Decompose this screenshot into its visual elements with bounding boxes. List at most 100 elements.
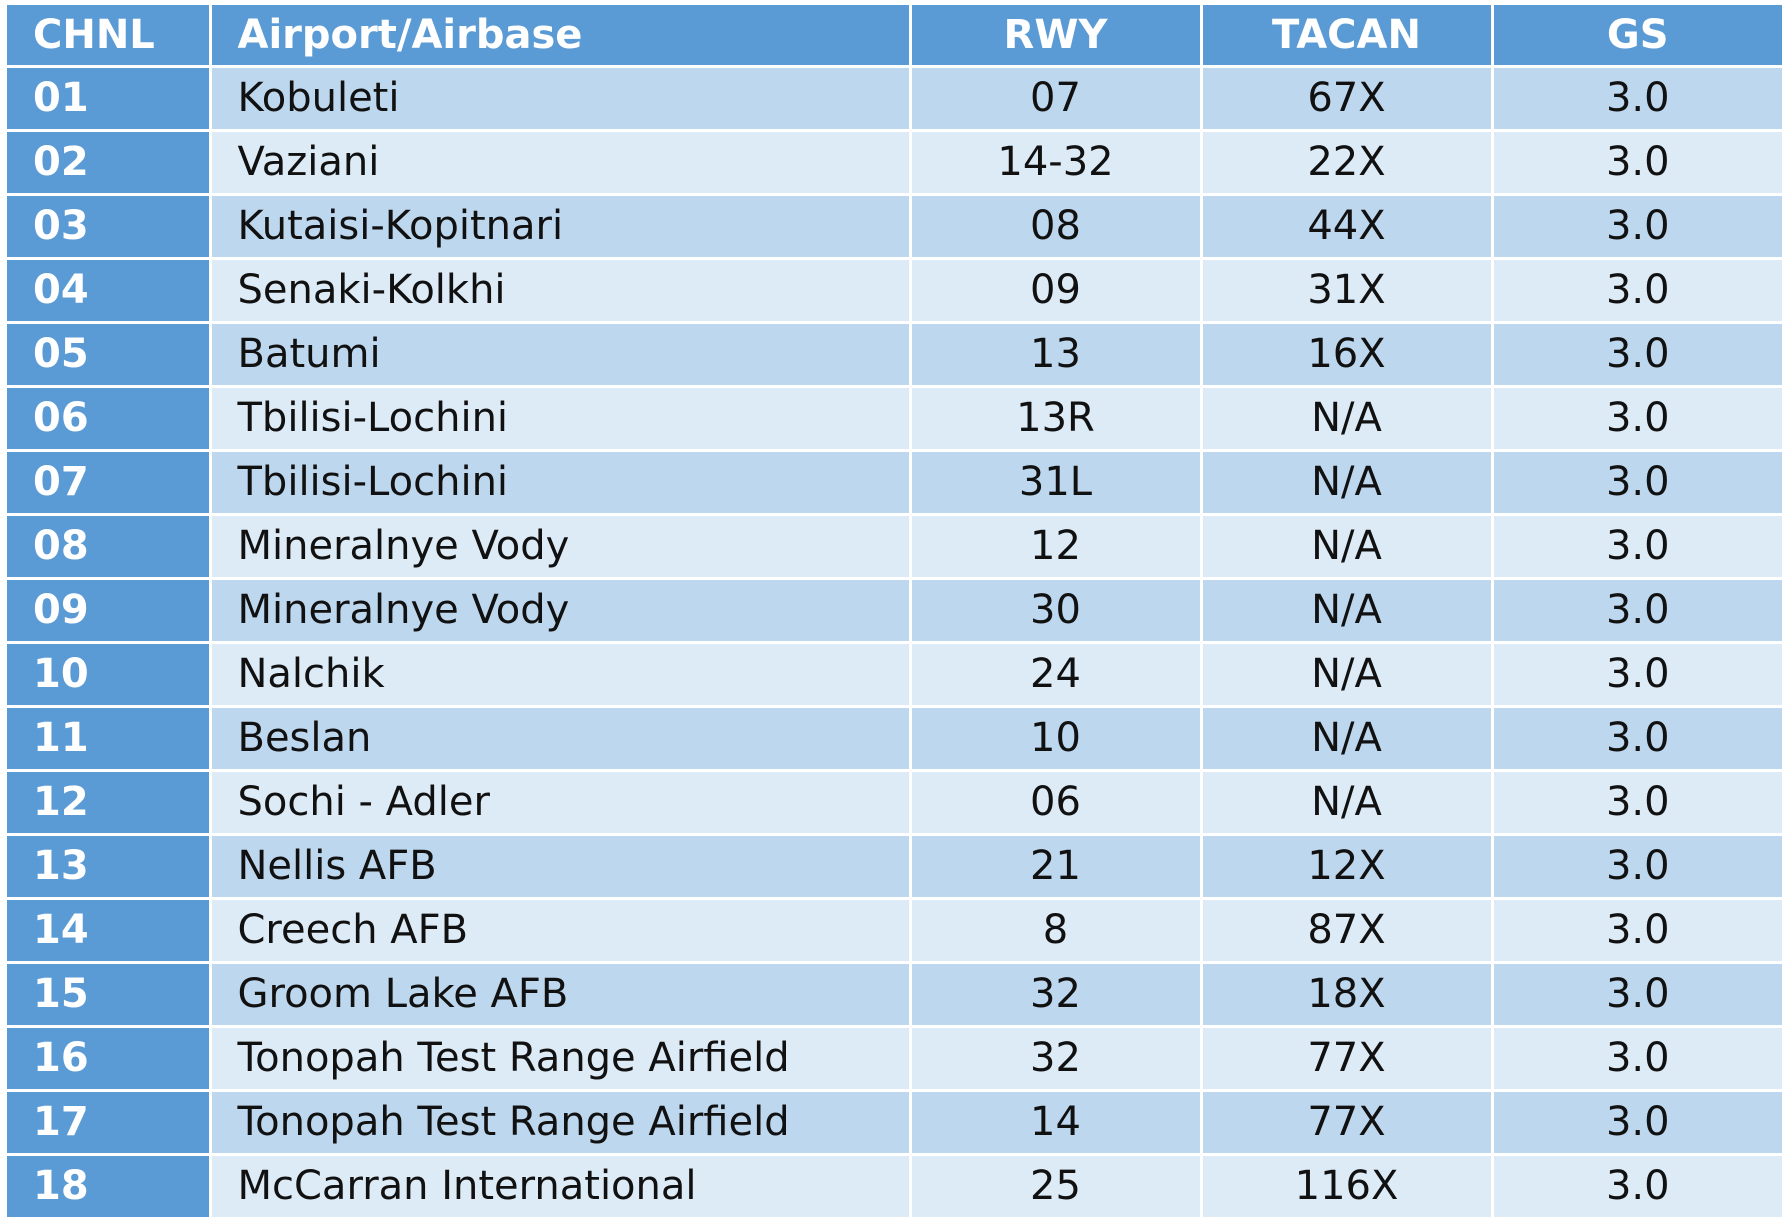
cell-chnl: 04 (7, 258, 212, 324)
table-row: 15 Groom Lake AFB 32 18X 3.0 (7, 962, 1782, 1028)
cell-tacan: N/A (1201, 386, 1494, 452)
cell-airport: Tonopah Test Range Airfield (210, 1090, 912, 1156)
cell-tacan: 77X (1201, 1090, 1494, 1156)
cell-rwy: 13 (910, 322, 1203, 388)
table-row: 05 Batumi 13 16X 3.0 (7, 322, 1782, 388)
cell-gs: 3.0 (1492, 66, 1782, 132)
cell-chnl: 18 (7, 1154, 212, 1220)
header-gs: GS (1492, 5, 1782, 68)
cell-airport: Tonopah Test Range Airfield (210, 1026, 912, 1092)
table-row: 10 Nalchik 24 N/A 3.0 (7, 642, 1782, 708)
table-row: 14 Creech AFB 8 87X 3.0 (7, 898, 1782, 964)
cell-gs: 3.0 (1492, 386, 1782, 452)
cell-tacan: 22X (1201, 130, 1494, 196)
cell-gs: 3.0 (1492, 194, 1782, 260)
cell-chnl: 13 (7, 834, 212, 900)
cell-gs: 3.0 (1492, 1154, 1782, 1220)
table-row: 07 Tbilisi-Lochini 31L N/A 3.0 (7, 450, 1782, 516)
table-row: 08 Mineralnye Vody 12 N/A 3.0 (7, 514, 1782, 580)
cell-tacan: 77X (1201, 1026, 1494, 1092)
cell-gs: 3.0 (1492, 642, 1782, 708)
cell-gs: 3.0 (1492, 770, 1782, 836)
cell-tacan: N/A (1201, 450, 1494, 516)
table-row: 12 Sochi - Adler 06 N/A 3.0 (7, 770, 1782, 836)
cell-rwy: 14-32 (910, 130, 1203, 196)
cell-chnl: 01 (7, 66, 212, 132)
cell-tacan: 31X (1201, 258, 1494, 324)
cell-gs: 3.0 (1492, 258, 1782, 324)
cell-chnl: 08 (7, 514, 212, 580)
cell-airport: Beslan (210, 706, 912, 772)
cell-chnl: 15 (7, 962, 212, 1028)
cell-gs: 3.0 (1492, 1026, 1782, 1092)
cell-rwy: 25 (910, 1154, 1203, 1220)
cell-rwy: 30 (910, 578, 1203, 644)
table-row: 09 Mineralnye Vody 30 N/A 3.0 (7, 578, 1782, 644)
cell-gs: 3.0 (1492, 322, 1782, 388)
cell-tacan: 116X (1201, 1154, 1494, 1220)
cell-rwy: 06 (910, 770, 1203, 836)
cell-rwy: 09 (910, 258, 1203, 324)
cell-tacan: N/A (1201, 642, 1494, 708)
cell-rwy: 14 (910, 1090, 1203, 1156)
cell-gs: 3.0 (1492, 450, 1782, 516)
table-row: 16 Tonopah Test Range Airfield 32 77X 3.0 (7, 1026, 1782, 1092)
cell-chnl: 11 (7, 706, 212, 772)
cell-airport: Senaki-Kolkhi (210, 258, 912, 324)
cell-chnl: 16 (7, 1026, 212, 1092)
cell-airport: Nalchik (210, 642, 912, 708)
header-airport: Airport/Airbase (210, 5, 912, 68)
cell-chnl: 09 (7, 578, 212, 644)
cell-chnl: 02 (7, 130, 212, 196)
cell-chnl: 03 (7, 194, 212, 260)
cell-chnl: 17 (7, 1090, 212, 1156)
table-row: 03 Kutaisi-Kopitnari 08 44X 3.0 (7, 194, 1782, 260)
cell-rwy: 10 (910, 706, 1203, 772)
header-row: CHNL Airport/Airbase RWY TACAN GS (7, 5, 1782, 68)
cell-chnl: 10 (7, 642, 212, 708)
cell-gs: 3.0 (1492, 514, 1782, 580)
cell-airport: Tbilisi-Lochini (210, 450, 912, 516)
cell-chnl: 06 (7, 386, 212, 452)
cell-airport: Tbilisi-Lochini (210, 386, 912, 452)
cell-rwy: 24 (910, 642, 1203, 708)
cell-gs: 3.0 (1492, 898, 1782, 964)
cell-gs: 3.0 (1492, 834, 1782, 900)
header-chnl: CHNL (7, 5, 212, 68)
header-tacan: TACAN (1201, 5, 1494, 68)
table-row: 06 Tbilisi-Lochini 13R N/A 3.0 (7, 386, 1782, 452)
cell-rwy: 07 (910, 66, 1203, 132)
cell-rwy: 21 (910, 834, 1203, 900)
cell-tacan: 16X (1201, 322, 1494, 388)
cell-tacan: N/A (1201, 578, 1494, 644)
cell-rwy: 08 (910, 194, 1203, 260)
cell-gs: 3.0 (1492, 130, 1782, 196)
cell-rwy: 32 (910, 1026, 1203, 1092)
cell-tacan: 12X (1201, 834, 1494, 900)
cell-airport: Creech AFB (210, 898, 912, 964)
cell-airport: Kobuleti (210, 66, 912, 132)
cell-airport: Vaziani (210, 130, 912, 196)
cell-gs: 3.0 (1492, 706, 1782, 772)
header-rwy: RWY (910, 5, 1203, 68)
cell-tacan: N/A (1201, 514, 1494, 580)
cell-airport: Sochi - Adler (210, 770, 912, 836)
cell-airport: Groom Lake AFB (210, 962, 912, 1028)
table-row: 01 Kobuleti 07 67X 3.0 (7, 66, 1782, 132)
table-header: CHNL Airport/Airbase RWY TACAN GS (7, 5, 1782, 68)
cell-chnl: 07 (7, 450, 212, 516)
table-body: 01 Kobuleti 07 67X 3.0 02 Vaziani 14-32 22X 3.0 03… (7, 66, 1782, 1220)
ils-channel-table: CHNL Airport/Airbase RWY TACAN GS 01 Kobu… (7, 5, 1782, 1220)
cell-airport: Kutaisi-Kopitnari (210, 194, 912, 260)
cell-chnl: 14 (7, 898, 212, 964)
cell-airport: Mineralnye Vody (210, 514, 912, 580)
cell-airport: Batumi (210, 322, 912, 388)
table-row: 02 Vaziani 14-32 22X 3.0 (7, 130, 1782, 196)
cell-tacan: N/A (1201, 770, 1494, 836)
cell-tacan: 18X (1201, 962, 1494, 1028)
cell-airport: McCarran International (210, 1154, 912, 1220)
table-row: 18 McCarran International 25 116X 3.0 (7, 1154, 1782, 1220)
cell-gs: 3.0 (1492, 578, 1782, 644)
cell-rwy: 8 (910, 898, 1203, 964)
cell-rwy: 13R (910, 386, 1203, 452)
